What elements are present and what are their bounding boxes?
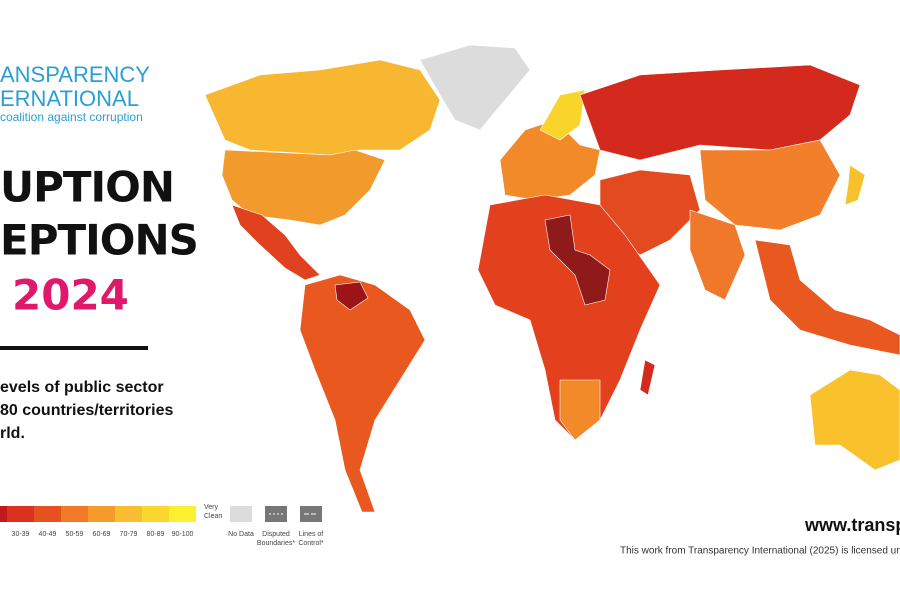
description-line: 80 countries/territories <box>0 402 174 419</box>
china <box>699 139 841 231</box>
legend-label: 70-79 <box>120 531 138 538</box>
legend-label: 50-59 <box>66 531 84 538</box>
description-line: evels of public sector <box>0 379 164 396</box>
logo-line: ANSPARENCY <box>0 62 150 87</box>
north-america-us <box>221 149 386 226</box>
russia <box>579 64 861 161</box>
logo-line: ERNATIONAL <box>0 86 139 111</box>
legend-swatch <box>0 506 7 522</box>
legend-swatch <box>88 506 115 522</box>
legend-label: Very <box>204 504 219 511</box>
title-year: 2024 <box>12 271 129 320</box>
description-line: rld. <box>0 425 25 442</box>
legend-label: 40-49 <box>39 531 57 538</box>
southeast-asia <box>754 239 900 356</box>
legend-swatch <box>34 506 61 522</box>
legend-label: 30-39 <box>12 531 30 538</box>
logo-tagline: coalition against corruption <box>0 110 143 124</box>
title-line: UPTION <box>0 163 174 212</box>
south-america <box>299 274 426 513</box>
legend-label: Control* <box>298 540 324 547</box>
legend-swatch <box>115 506 142 522</box>
central-america <box>231 204 321 281</box>
madagascar <box>639 359 656 396</box>
southern-africa <box>559 379 601 441</box>
europe <box>499 119 601 201</box>
divider <box>0 346 148 350</box>
japan <box>844 164 866 206</box>
legend-label: No Data <box>228 531 254 538</box>
legend-swatch <box>142 506 169 522</box>
footer-url[interactable]: www.transp <box>804 515 900 535</box>
legend-label: Boundaries* <box>257 540 295 547</box>
legend-swatch <box>169 506 196 522</box>
scandinavia <box>539 89 586 141</box>
no-data-swatch <box>230 506 252 522</box>
legend-label: 90-100 <box>172 531 194 538</box>
sudan-libya <box>544 214 611 306</box>
world-map <box>204 44 900 513</box>
legend-label: Lines of <box>299 531 324 538</box>
greenland <box>419 44 531 131</box>
legend-label: 60-69 <box>93 531 111 538</box>
legend-label: Disputed <box>262 531 290 538</box>
legend-swatch <box>7 506 34 522</box>
south-asia <box>689 209 746 301</box>
footer-license: This work from Transparency Internationa… <box>620 546 900 557</box>
legend-label: Clean <box>204 513 222 520</box>
legend-label: 80-89 <box>147 531 165 538</box>
north-america-north <box>204 59 441 156</box>
venezuela <box>334 281 369 311</box>
title-line: EPTIONS <box>0 216 198 265</box>
legend: 30-39 40-49 50-59 60-69 70-79 80-89 90-100 <box>0 506 196 538</box>
legend-swatch <box>61 506 88 522</box>
disputed-swatch <box>265 506 287 522</box>
australia <box>809 369 900 471</box>
